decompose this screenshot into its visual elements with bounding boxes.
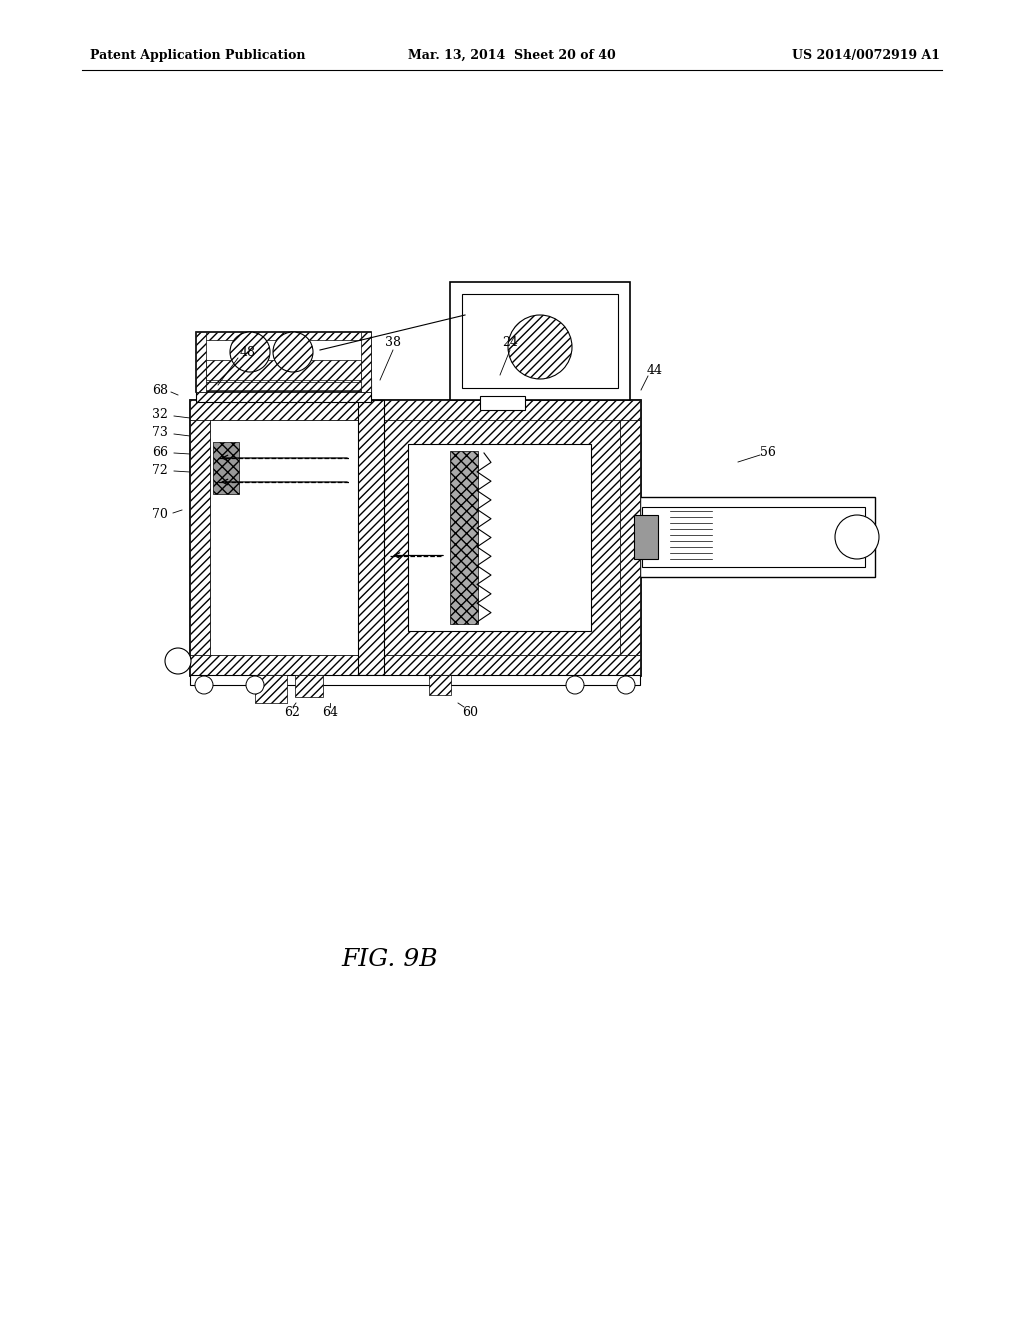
Text: 70: 70 [152, 508, 168, 521]
Bar [640, 498, 874, 577]
Text: 24: 24 [502, 335, 518, 348]
Bar [361, 333, 371, 392]
Bar [480, 396, 525, 411]
Text: 32: 32 [152, 408, 168, 421]
Circle shape [195, 676, 213, 694]
Bar [295, 675, 323, 697]
Bar [196, 333, 371, 341]
Bar [190, 400, 640, 420]
Circle shape [230, 333, 270, 372]
Bar [196, 378, 371, 403]
Text: 56: 56 [760, 446, 776, 458]
Bar [210, 420, 358, 655]
Text: Mar. 13, 2014  Sheet 20 of 40: Mar. 13, 2014 Sheet 20 of 40 [409, 49, 615, 62]
Text: 66: 66 [152, 446, 168, 458]
Text: 38: 38 [385, 335, 401, 348]
Text: 72: 72 [153, 463, 168, 477]
Bar [634, 515, 658, 558]
Bar [196, 333, 371, 392]
Bar [358, 400, 384, 675]
Bar [384, 420, 620, 655]
Bar [190, 420, 210, 655]
Bar [429, 675, 451, 696]
Bar [408, 444, 591, 631]
Text: FIG. 9B: FIG. 9B [342, 949, 438, 972]
Circle shape [273, 333, 313, 372]
Bar [190, 655, 640, 675]
Circle shape [165, 648, 191, 675]
Bar [642, 507, 865, 568]
Bar [206, 360, 361, 380]
Circle shape [835, 515, 879, 558]
Circle shape [508, 315, 572, 379]
Text: 62: 62 [284, 705, 300, 718]
Text: 48: 48 [240, 346, 256, 359]
Bar [255, 675, 287, 704]
Bar [620, 420, 640, 655]
Circle shape [566, 676, 584, 694]
Text: Patent Application Publication: Patent Application Publication [90, 49, 305, 62]
Bar [450, 451, 478, 624]
Bar [450, 282, 630, 400]
Text: 73: 73 [152, 426, 168, 440]
Text: 44: 44 [647, 363, 663, 376]
Bar [196, 333, 206, 392]
Text: 68: 68 [152, 384, 168, 396]
Bar [196, 381, 371, 389]
Text: 60: 60 [462, 705, 478, 718]
Text: US 2014/0072919 A1: US 2014/0072919 A1 [792, 49, 940, 62]
Circle shape [617, 676, 635, 694]
Bar [462, 294, 618, 388]
Bar [190, 400, 640, 675]
Bar [190, 675, 640, 685]
Text: 64: 64 [322, 705, 338, 718]
Circle shape [246, 676, 264, 694]
Bar [213, 442, 239, 494]
